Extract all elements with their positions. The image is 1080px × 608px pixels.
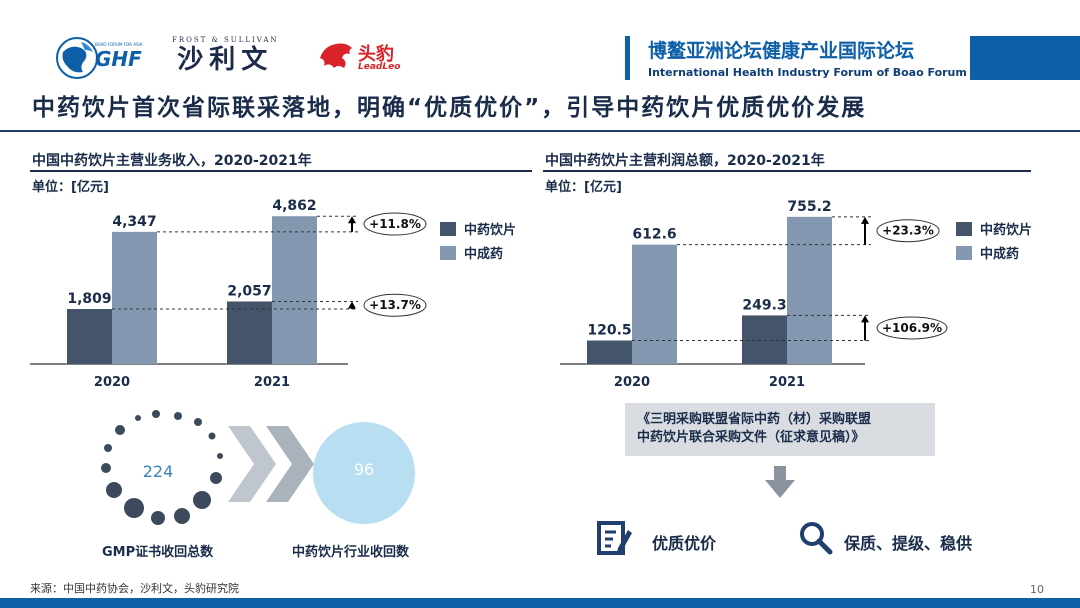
procurement-document-box: 《三明采购联盟省际中药（材）采购联盟 中药饮片联合采购文件（征求意见稿）》 [625, 403, 935, 456]
header: GHF BOAO FORUM FOR ASIA FROST & SULLIVAN… [0, 0, 1080, 90]
leopard-icon [320, 43, 352, 68]
page-number: 10 [1030, 583, 1044, 596]
forum-accent-bar [970, 36, 1080, 80]
bar-herbal-pieces-2021 [742, 315, 787, 364]
bar-patent-medicine-2020 [632, 244, 677, 364]
data-label: 120.5 [587, 323, 631, 339]
growth-label-oval [876, 316, 948, 340]
right-chart-title: 中国中药饮片主营利润总额，2020-2021年 [545, 153, 825, 169]
data-label: 1,809 [67, 291, 111, 307]
left-revenue-chart: 1,809 4,347 2020 2,057 4,862 2021 +11.8% +13.7%… [30, 198, 516, 390]
right-chart-unit: 单位：[亿元] [545, 180, 622, 195]
title-divider [0, 130, 1080, 132]
bar-patent-medicine-2021 [272, 216, 317, 364]
left-chart-rule [30, 170, 532, 172]
forum-title-cn: 博鳌亚洲论坛健康产业国际论坛 [648, 40, 915, 62]
legend-label: 中成药 [464, 246, 503, 262]
data-label: 755.2 [787, 199, 831, 215]
industry-count-circle: 96 [313, 422, 415, 524]
legend-swatch [956, 246, 972, 260]
category-label: 2021 [769, 375, 805, 390]
magnifier-icon [800, 522, 833, 555]
data-label: 2,057 [227, 283, 271, 299]
growth-label-oval [363, 212, 427, 236]
data-label: 4,862 [272, 198, 316, 214]
chevron-right-icon [228, 426, 314, 502]
legend-label: 中药饮片 [980, 222, 1032, 238]
frost-sullivan-logo: FROST & SULLIVAN 沙利文 [172, 36, 279, 76]
bar-herbal-pieces-2020 [587, 340, 632, 364]
category-label: 2021 [254, 375, 290, 390]
growth-label: +23.3% [882, 224, 934, 238]
document-edit-icon [597, 521, 632, 555]
gmp-dot-ring-icon [101, 410, 223, 525]
legend-swatch [440, 246, 456, 260]
feature-quality-supply: 保质、提级、稳供 [844, 534, 973, 553]
forum-banner: 博鳌亚洲论坛健康产业国际论坛 International Health Indu… [625, 36, 1019, 80]
growth-arrow-head [348, 301, 356, 309]
leadleo-logo: 头豹 LeadLeo [318, 38, 400, 76]
industry-caption: 中药饮片行业收回数 [292, 545, 410, 560]
gmp-caption: GMP证书收回总数 [102, 545, 214, 560]
leadleo-cn: 头豹 [358, 44, 394, 65]
legend-swatch [956, 222, 972, 236]
gmp-count: 224 [142, 462, 174, 481]
leadleo-en: LeadLeo [358, 62, 401, 72]
growth-label: +106.9% [882, 321, 942, 335]
growth-arrow-head [861, 315, 869, 323]
fs-logo-top: FROST & SULLIVAN [172, 36, 279, 44]
source-note: 来源：中国中药协会，沙利文，头豹研究院 [30, 582, 239, 595]
industry-count: 96 [353, 460, 375, 479]
data-label: 249.3 [742, 297, 786, 313]
legend-swatch [440, 222, 456, 236]
data-label: 4,347 [112, 214, 156, 230]
legend-label: 中药饮片 [464, 222, 516, 238]
right-profit-chart: 120.5 612.6 2020 249.3 755.2 2021 +23.3% +106.9… [560, 199, 1032, 390]
bar-patent-medicine-2020 [112, 231, 157, 364]
document-line-1: 《三明采购联盟省际中药（材）采购联盟 [637, 412, 872, 427]
left-chart-title: 中国中药饮片主营业务收入，2020-2021年 [32, 153, 312, 169]
footer-bar [0, 598, 1080, 608]
growth-arrow-head [348, 216, 356, 224]
legend-label: 中成药 [980, 246, 1019, 262]
document-line-2: 中药饮片联合采购文件（征求意见稿）》 [637, 430, 865, 445]
ghf-logo-text: GHF [95, 47, 142, 71]
growth-label-oval [363, 293, 427, 317]
page-title: 中药饮片首次省际联采落地，明确“优质优价”，引导中药饮片优质优价发展 [32, 95, 867, 121]
data-label: 612.6 [632, 227, 676, 243]
bar-patent-medicine-2021 [787, 216, 832, 364]
bar-herbal-pieces-2020 [67, 309, 112, 364]
right-chart-rule [543, 170, 1031, 172]
forum-title-en: International Health Industry Forum of B… [648, 66, 1019, 79]
bar-herbal-pieces-2021 [227, 301, 272, 364]
ghf-logo: GHF BOAO FORUM FOR ASIA [55, 36, 165, 84]
fs-logo-main: 沙利文 [177, 45, 274, 75]
growth-label: +13.7% [369, 298, 421, 312]
ghf-logo-small: BOAO FORUM FOR ASIA [95, 42, 143, 47]
growth-arrow-head [861, 216, 869, 224]
arrow-down-icon [765, 466, 795, 498]
category-label: 2020 [94, 375, 130, 390]
growth-label: +11.8% [369, 217, 421, 231]
growth-label-oval [876, 219, 940, 243]
category-label: 2020 [614, 375, 650, 390]
feature-quality-price: 优质优价 [652, 534, 717, 553]
left-chart-unit: 单位：[亿元] [32, 180, 109, 195]
